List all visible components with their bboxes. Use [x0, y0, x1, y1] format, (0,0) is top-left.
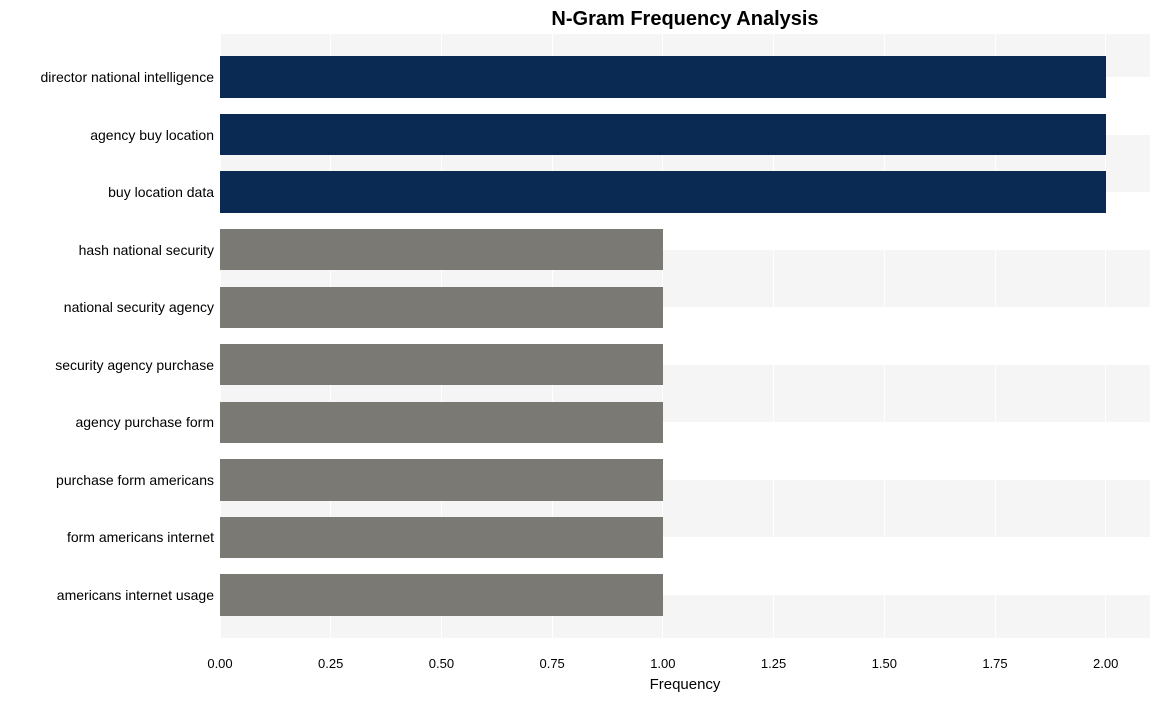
ngram-frequency-chart: N-Gram Frequency Analysis director natio… [0, 0, 1161, 701]
y-axis-category-label: agency buy location [90, 127, 214, 143]
y-axis-category-label: form americans internet [67, 529, 214, 545]
plot-area [220, 34, 1150, 638]
chart-title: N-Gram Frequency Analysis [551, 8, 818, 31]
x-axis-tick-label: 1.50 [872, 656, 897, 671]
x-axis-tick-label: 0.00 [207, 656, 232, 671]
bar [220, 56, 1106, 97]
bar [220, 459, 663, 500]
bar [220, 517, 663, 558]
bar [220, 574, 663, 615]
x-axis-tick-label: 1.25 [761, 656, 786, 671]
x-axis-tick-label: 1.75 [982, 656, 1007, 671]
x-axis-tick-label: 0.75 [539, 656, 564, 671]
y-axis-category-label: hash national security [79, 242, 214, 258]
bar [220, 402, 663, 443]
x-axis-tick-label: 0.25 [318, 656, 343, 671]
x-axis-tick-label: 1.00 [650, 656, 675, 671]
y-axis-category-label: americans internet usage [57, 587, 214, 603]
x-axis-label: Frequency [650, 676, 721, 693]
bar [220, 171, 1106, 212]
bar [220, 114, 1106, 155]
y-axis-category-label: purchase form americans [56, 472, 214, 488]
y-axis-category-label: national security agency [64, 299, 214, 315]
x-axis-tick-label: 0.50 [429, 656, 454, 671]
bar [220, 344, 663, 385]
bar [220, 287, 663, 328]
y-axis-category-label: director national intelligence [40, 69, 214, 85]
bar [220, 229, 663, 270]
y-axis-category-label: security agency purchase [55, 357, 214, 373]
y-axis-category-label: buy location data [108, 184, 214, 200]
y-axis-category-label: agency purchase form [75, 414, 214, 430]
x-axis-tick-label: 2.00 [1093, 656, 1118, 671]
